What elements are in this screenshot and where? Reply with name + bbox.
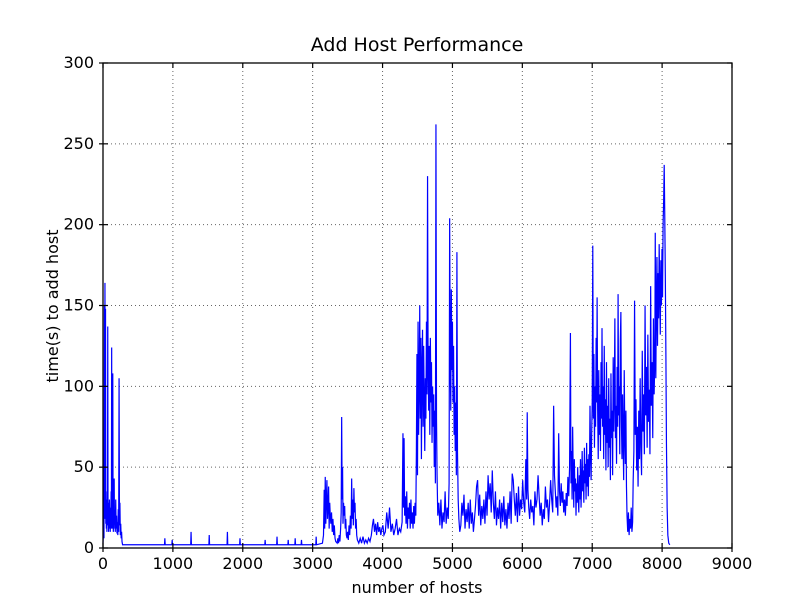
chart-title: Add Host Performance — [311, 34, 524, 56]
y-tick-label: 100 — [63, 376, 94, 395]
x-tick-label: 3000 — [292, 554, 333, 573]
x-tick-label: 6000 — [502, 554, 543, 573]
grid-lines — [103, 63, 732, 548]
tick-labels: 0 1000 2000 3000 4000 5000 6000 7000 8000 9000 0 50… — [63, 53, 752, 573]
y-axis-label: time(s) to add host — [43, 230, 62, 383]
y-tick-label: 50 — [74, 457, 94, 476]
x-tick-label: 4000 — [362, 554, 403, 573]
x-tick-label: 5000 — [432, 554, 473, 573]
y-tick-label: 300 — [63, 53, 94, 72]
y-tick-label: 250 — [63, 134, 94, 153]
x-tick-label: 1000 — [153, 554, 194, 573]
data-series — [102, 124, 671, 546]
y-tick-label: 150 — [63, 296, 94, 315]
performance-line — [102, 124, 671, 546]
x-tick-label: 2000 — [222, 554, 263, 573]
x-axis-label: number of hosts — [352, 578, 483, 597]
x-tick-label: 9000 — [712, 554, 753, 573]
x-tick-label: 7000 — [572, 554, 613, 573]
x-tick-label: 0 — [98, 554, 108, 573]
x-tick-label: 8000 — [642, 554, 683, 573]
y-tick-label: 0 — [84, 538, 94, 557]
y-tick-label: 200 — [63, 215, 94, 234]
axis-ticks — [99, 62, 733, 552]
